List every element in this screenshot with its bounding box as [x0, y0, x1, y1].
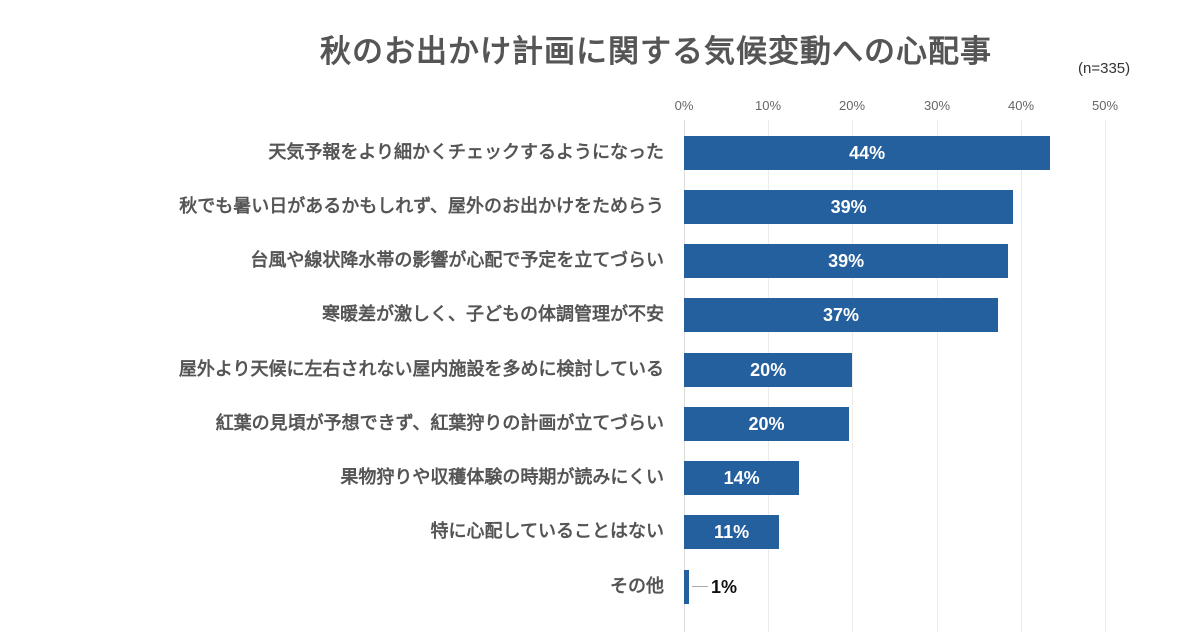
category-label: 秋でも暑い日があるかもしれず、屋外のお出かけをためらう — [179, 196, 664, 217]
bar: 39% — [684, 244, 1009, 278]
gridline — [937, 120, 938, 632]
bar-value-label: 20% — [750, 360, 787, 380]
bar-row: 台風や線状降水帯の影響が心配で予定を立てづらい 39% — [0, 244, 1200, 278]
bar-row: 紅葉の見頃が予想できず、紅葉狩りの計画が立てづらい 20% — [0, 407, 1200, 441]
bar-value-label: 44% — [849, 143, 886, 163]
x-tick-label: 40% — [1007, 98, 1035, 113]
x-tick-label: 50% — [1091, 98, 1119, 113]
bar-value-label: 39% — [830, 197, 867, 217]
bar: 44% — [684, 136, 1051, 170]
gridline — [1021, 120, 1022, 632]
category-label: 天気予報をより細かくチェックするようになった — [268, 142, 664, 163]
category-label: その他 — [610, 576, 664, 597]
x-tick-label: 20% — [838, 98, 866, 113]
bar: 14% — [684, 461, 800, 495]
gridline — [852, 120, 853, 632]
category-label: 寒暖差が激しく、子どもの体調管理が不安 — [322, 304, 664, 325]
bar-row: 秋でも暑い日があるかもしれず、屋外のお出かけをためらう 39% — [0, 190, 1200, 224]
bar-value-label: 39% — [828, 251, 865, 271]
sample-size-note: (n=335) — [1078, 60, 1131, 77]
bar: 20% — [684, 407, 850, 441]
chart-title: 秋のお出かけ計画に関する気候変動への心配事 — [320, 34, 992, 70]
bar — [684, 570, 690, 604]
bar-row: 果物狩りや収穫体験の時期が読みにくい 14% — [0, 461, 1200, 495]
category-label: 特に心配していることはない — [430, 521, 664, 542]
category-label: 屋外より天候に左右されない屋内施設を多めに検討している — [178, 359, 664, 380]
bar-row: その他 1% — [0, 570, 1200, 604]
bar: 37% — [684, 298, 999, 332]
category-label: 台風や線状降水帯の影響が心配で予定を立てづらい — [250, 250, 664, 271]
category-label: 紅葉の見頃が予想できず、紅葉狩りの計画が立てづらい — [215, 413, 664, 434]
bar-value-label: 11% — [714, 522, 750, 542]
bar: 11% — [684, 515, 780, 549]
bar-row: 屋外より天候に左右されない屋内施設を多めに検討している 20% — [0, 353, 1200, 387]
bar: 39% — [684, 190, 1014, 224]
bar-row: 天気予報をより細かくチェックするようになった 44% — [0, 136, 1200, 170]
category-label: 果物狩りや収穫体験の時期が読みにくい — [340, 467, 664, 488]
bar-row: 寒暖差が激しく、子どもの体調管理が不安 37% — [0, 298, 1200, 332]
bar: 20% — [684, 353, 853, 387]
bar-value-label: 14% — [723, 468, 760, 488]
bar-value-label: 37% — [823, 305, 860, 325]
gridline — [1105, 120, 1106, 632]
bar-row: 特に心配していることはない 11% — [0, 515, 1200, 549]
bar-value-label: 1% — [711, 577, 738, 597]
x-tick-label: 30% — [923, 98, 951, 113]
x-tick-label: 10% — [754, 98, 782, 113]
bar-value-label: 20% — [748, 414, 785, 434]
x-tick-label: 0% — [674, 98, 694, 113]
data-label-leader-line — [692, 586, 708, 587]
